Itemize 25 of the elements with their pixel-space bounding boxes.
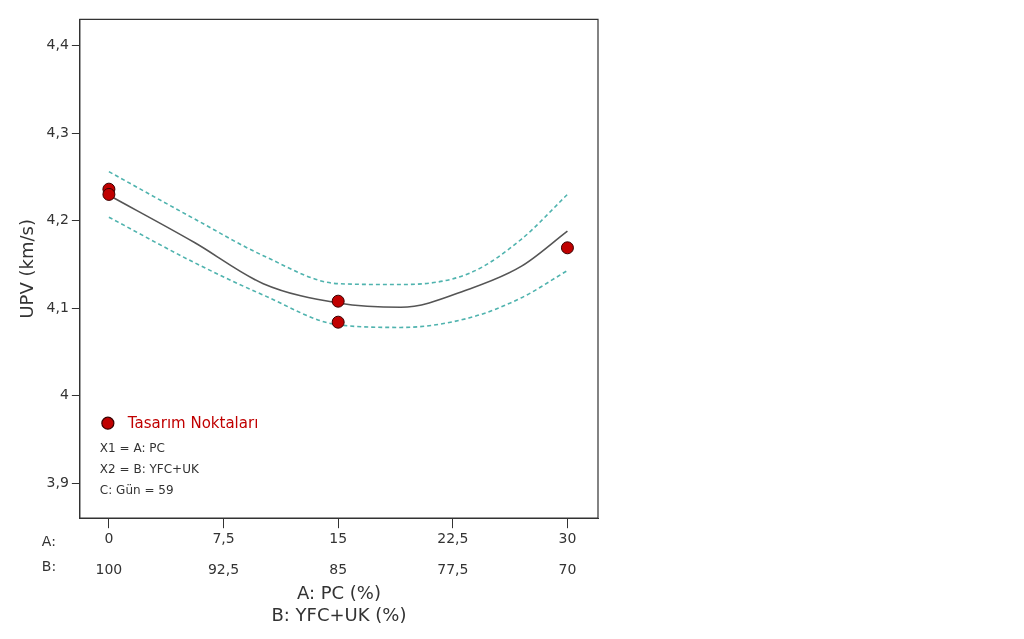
x2-tick-label: 92,5 — [207, 561, 240, 578]
x-tick-label: 0 — [104, 530, 114, 547]
x2-tick-label: 77,5 — [437, 561, 469, 578]
legend-label: Tasarım Noktaları — [126, 414, 259, 433]
x-tick-label: 15 — [329, 530, 348, 547]
annotation: X1 = A: PC — [99, 441, 165, 456]
x2-tick-label: 100 — [95, 561, 123, 578]
annotation: C: Gün = 59 — [99, 483, 174, 498]
x-tick-label: 30 — [558, 530, 577, 547]
y-axis-title: UPV (km/s) — [16, 219, 38, 319]
x2-axis-title: B: YFC+UK (%) — [271, 603, 407, 625]
y-tick-label: 4,2 — [46, 211, 69, 228]
text: B: — [41, 557, 57, 574]
y-tick-label: 4,1 — [46, 298, 69, 315]
y-tick-label: 4,3 — [46, 123, 69, 140]
x-tick-label: 7,5 — [212, 530, 235, 547]
x-axis-title: A: PC (%) — [296, 582, 381, 604]
text: A: — [41, 532, 56, 549]
y-tick-label: 4,4 — [46, 36, 69, 53]
y-tick-label: 3,9 — [46, 473, 69, 490]
x2-tick-label: 85 — [329, 561, 348, 578]
x-tick-label: 22,5 — [437, 530, 469, 547]
annotation: X2 = B: YFC+UK — [99, 462, 200, 477]
y-tick-label: 4 — [59, 386, 69, 403]
x2-tick-label: 70 — [558, 561, 577, 578]
